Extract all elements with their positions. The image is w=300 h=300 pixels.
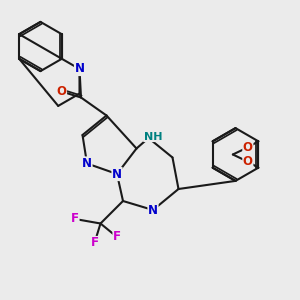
Text: F: F bbox=[71, 212, 79, 226]
Text: O: O bbox=[243, 155, 253, 168]
Text: N: N bbox=[74, 62, 85, 76]
Text: N: N bbox=[82, 157, 92, 170]
Text: N: N bbox=[148, 203, 158, 217]
Text: O: O bbox=[243, 141, 253, 154]
Text: O: O bbox=[56, 85, 67, 98]
Text: N: N bbox=[112, 167, 122, 181]
Text: F: F bbox=[91, 236, 98, 250]
Text: NH: NH bbox=[144, 131, 162, 142]
Text: F: F bbox=[113, 230, 121, 244]
